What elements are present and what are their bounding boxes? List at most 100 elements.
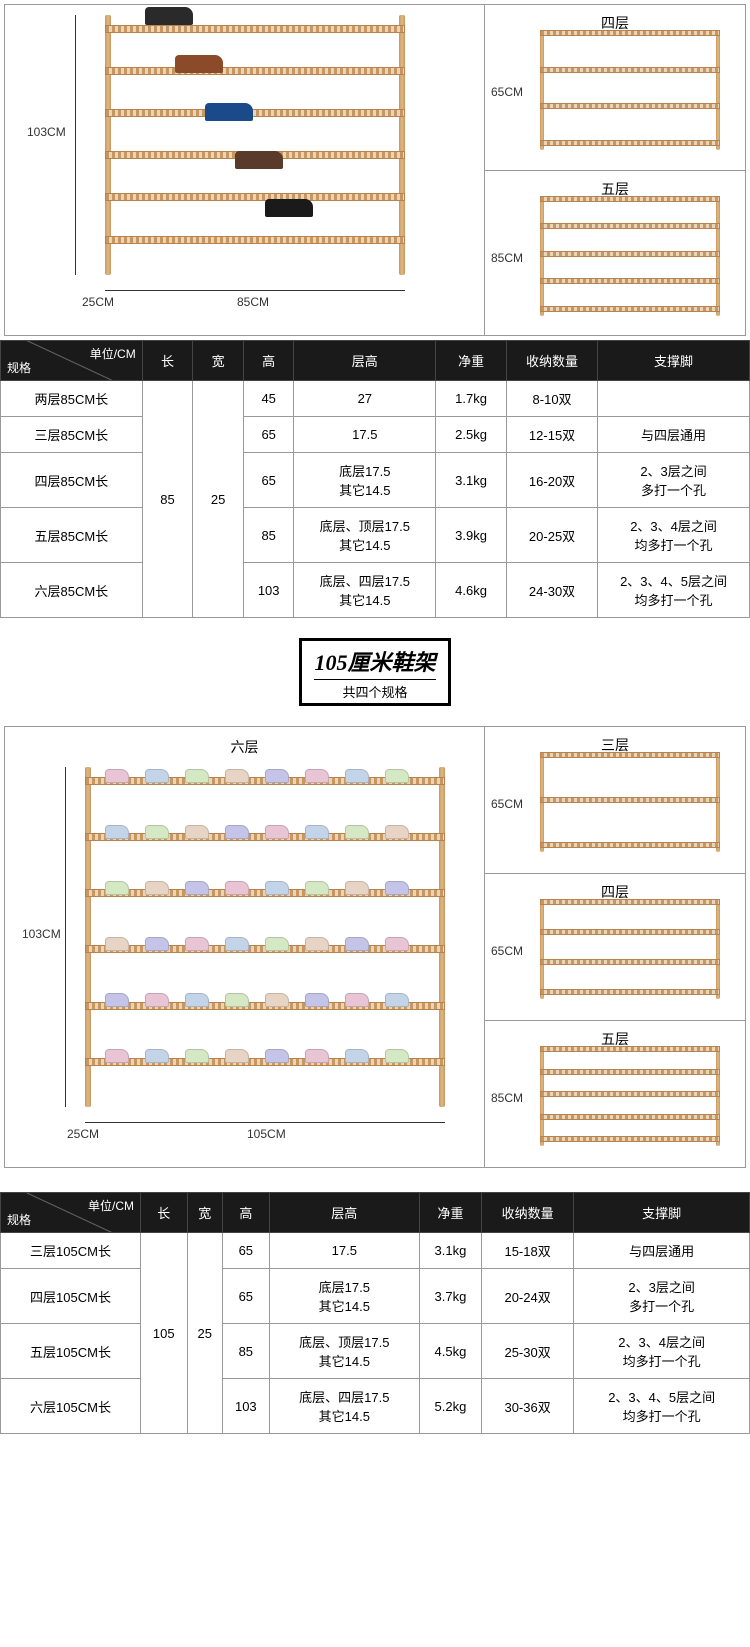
side-diagram: 四层65CM — [485, 5, 745, 171]
cell-capacity: 8-10双 — [507, 381, 598, 417]
table-row: 六层85CM长103底层、四层17.5 其它14.54.6kg24-30双2、3… — [1, 563, 750, 618]
cell-height: 65 — [243, 453, 294, 508]
cell-width: 25 — [193, 381, 244, 618]
cell-spec: 五层105CM长 — [1, 1324, 141, 1379]
rack-shelf — [105, 25, 405, 33]
cell-legs: 2、3层之间 多打一个孔 — [574, 1269, 750, 1324]
cell-spec: 四层85CM长 — [1, 453, 143, 508]
badge-main: 105厘米鞋架 — [314, 650, 435, 675]
table-row: 三层105CM长105256517.53.1kg15-18双与四层通用 — [1, 1233, 750, 1269]
cell-legs: 与四层通用 — [574, 1233, 750, 1269]
slipper-icon — [145, 1049, 169, 1063]
cell-weight: 2.5kg — [436, 417, 507, 453]
slipper-icon — [225, 937, 249, 951]
table-corner-header: 单位/CM规格 — [1, 341, 143, 381]
table-corner-header: 单位/CM规格 — [1, 1193, 141, 1233]
spec-table-105: 单位/CM规格长宽高层高净重收纳数量支撑脚三层105CM长105256517.5… — [0, 1192, 750, 1434]
slipper-icon — [305, 881, 329, 895]
table-column-header: 宽 — [193, 341, 244, 381]
slipper-icon — [385, 1049, 409, 1063]
cell-weight: 5.2kg — [420, 1379, 482, 1434]
table-row: 五层105CM长85底层、顶层17.5 其它14.54.5kg25-30双2、3… — [1, 1324, 750, 1379]
slipper-icon — [305, 769, 329, 783]
section-85-diagrams: 103CM 25CM 85CM 四层65CM五层85CM — [4, 4, 746, 336]
table-column-header: 高 — [243, 341, 294, 381]
slipper-icon — [225, 1049, 249, 1063]
table-column-header: 收纳数量 — [481, 1193, 573, 1233]
rack-shelf — [105, 67, 405, 75]
cell-layer-height: 底层、四层17.5 其它14.5 — [294, 563, 436, 618]
side-diagram: 五层85CM — [485, 171, 745, 336]
mini-rack — [540, 752, 720, 852]
side-diagrams-105: 三层65CM四层65CM五层85CM — [485, 727, 745, 1167]
rack-shelf — [105, 236, 405, 244]
cell-spec: 六层85CM长 — [1, 563, 143, 618]
table-column-header: 层高 — [269, 1193, 419, 1233]
cell-legs: 2、3、4、5层之间 均多打一个孔 — [598, 563, 750, 618]
cell-height: 85 — [223, 1324, 270, 1379]
mini-rack — [540, 30, 720, 150]
cell-height: 65 — [223, 1233, 270, 1269]
cell-capacity: 16-20双 — [507, 453, 598, 508]
side-diagram: 四层65CM — [485, 874, 745, 1021]
slipper-icon — [105, 769, 129, 783]
section-105-diagrams: 六层 103CM 25CM 105CM 三层65CM四层65CM五层85CM — [4, 726, 746, 1168]
slipper-icon — [265, 937, 289, 951]
shoe-icon — [223, 103, 253, 121]
table-row: 三层85CM长6517.52.5kg12-15双与四层通用 — [1, 417, 750, 453]
side-dim-height: 65CM — [489, 797, 525, 811]
cell-height: 103 — [223, 1379, 270, 1434]
slipper-icon — [185, 937, 209, 951]
cell-weight: 4.6kg — [436, 563, 507, 618]
slipper-icon — [385, 937, 409, 951]
slipper-icon — [105, 1049, 129, 1063]
side-diagrams-85: 四层65CM五层85CM — [485, 5, 745, 335]
table-column-header: 高 — [223, 1193, 270, 1233]
dim-width-105: 105CM — [245, 1127, 288, 1141]
cell-legs: 2、3、4、5层之间 均多打一个孔 — [574, 1379, 750, 1434]
cell-layer-height: 底层、四层17.5 其它14.5 — [269, 1379, 419, 1434]
slipper-icon — [145, 881, 169, 895]
cell-capacity: 15-18双 — [481, 1233, 573, 1269]
slipper-icon — [305, 825, 329, 839]
slipper-icon — [265, 769, 289, 783]
cell-capacity: 20-25双 — [507, 508, 598, 563]
table-row: 六层105CM长103底层、四层17.5 其它14.55.2kg30-36双2、… — [1, 1379, 750, 1434]
shoe-icon — [283, 199, 313, 217]
cell-spec: 三层85CM长 — [1, 417, 143, 453]
cell-layer-height: 底层17.5 其它14.5 — [269, 1269, 419, 1324]
badge-sub: 共四个规格 — [314, 679, 435, 701]
table-column-header: 长 — [141, 1193, 188, 1233]
cell-length: 85 — [142, 381, 193, 618]
side-diagram: 三层65CM — [485, 727, 745, 874]
slipper-icon — [345, 825, 369, 839]
table-column-header: 支撑脚 — [574, 1193, 750, 1233]
cell-layer-height: 底层17.5 其它14.5 — [294, 453, 436, 508]
main-diagram-105: 六层 103CM 25CM 105CM — [5, 727, 485, 1167]
slipper-icon — [385, 881, 409, 895]
table-column-header: 宽 — [187, 1193, 223, 1233]
cell-height: 65 — [223, 1269, 270, 1324]
diagram-area-85: 103CM 25CM 85CM 四层65CM五层85CM — [5, 5, 745, 335]
cell-spec: 两层85CM长 — [1, 381, 143, 417]
slipper-icon — [185, 825, 209, 839]
cell-legs: 2、3、4层之间 均多打一个孔 — [574, 1324, 750, 1379]
slipper-icon — [105, 825, 129, 839]
slipper-icon — [145, 993, 169, 1007]
slipper-icon — [105, 937, 129, 951]
table-column-header: 支撑脚 — [598, 341, 750, 381]
cell-height: 85 — [243, 508, 294, 563]
spec-table-85: 单位/CM规格长宽高层高净重收纳数量支撑脚两层85CM长852545271.7k… — [0, 340, 750, 618]
cell-weight: 3.1kg — [436, 453, 507, 508]
dim-width-85: 85CM — [235, 295, 271, 309]
cell-length: 105 — [141, 1233, 188, 1434]
slipper-icon — [105, 881, 129, 895]
slipper-icon — [385, 769, 409, 783]
cell-layer-height: 27 — [294, 381, 436, 417]
cell-legs: 与四层通用 — [598, 417, 750, 453]
slipper-icon — [225, 881, 249, 895]
table-column-header: 层高 — [294, 341, 436, 381]
shoe-icon — [163, 7, 193, 25]
cell-legs: 2、3、4层之间 均多打一个孔 — [598, 508, 750, 563]
slipper-icon — [185, 993, 209, 1007]
